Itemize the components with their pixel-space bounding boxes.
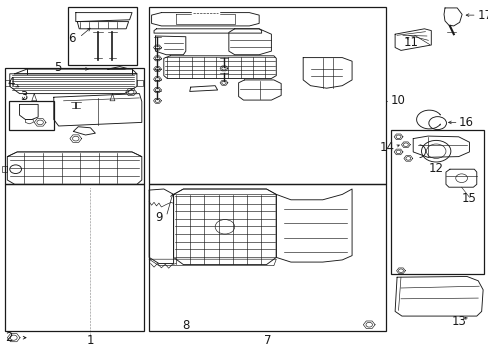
Text: 5: 5 — [54, 61, 61, 74]
Bar — [390, 130, 483, 274]
Text: 12: 12 — [428, 162, 443, 175]
Text: 10: 10 — [389, 94, 404, 107]
Text: 14: 14 — [379, 141, 394, 154]
Text: 11: 11 — [403, 36, 417, 49]
Bar — [9, 101, 54, 130]
Text: 8: 8 — [182, 319, 189, 332]
Text: 4: 4 — [7, 76, 15, 89]
Text: 2: 2 — [5, 331, 13, 344]
Text: 16: 16 — [458, 116, 473, 129]
Text: 7: 7 — [264, 334, 271, 347]
Text: 9: 9 — [155, 211, 162, 224]
Bar — [149, 184, 386, 331]
Bar — [5, 68, 144, 184]
Text: 13: 13 — [451, 315, 466, 328]
Bar — [149, 7, 386, 184]
Text: 6: 6 — [68, 32, 76, 45]
Text: 1: 1 — [86, 334, 94, 347]
Bar — [68, 7, 137, 65]
Text: 15: 15 — [461, 192, 476, 205]
Text: 17: 17 — [476, 9, 488, 22]
Bar — [5, 184, 144, 331]
Text: 3: 3 — [20, 90, 27, 103]
